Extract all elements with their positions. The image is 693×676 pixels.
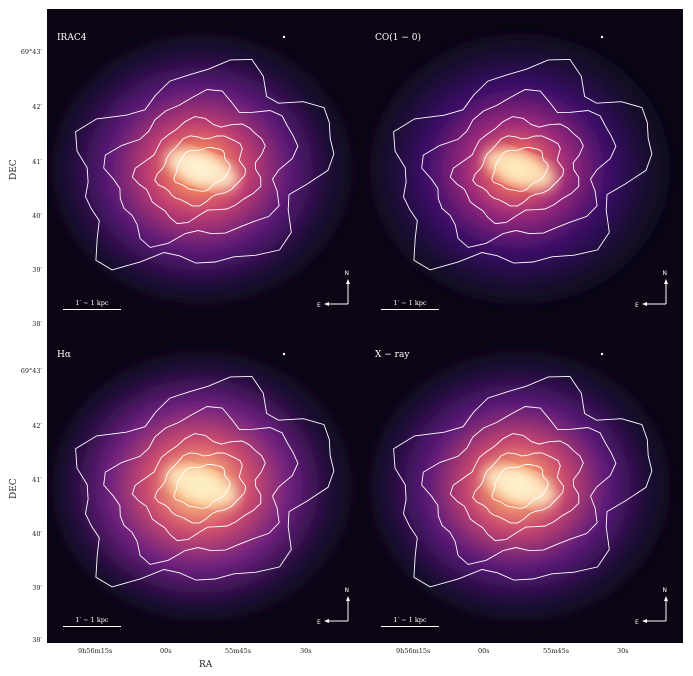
scale-bar: 1′ ∼ 1 kpc <box>381 616 439 627</box>
panel-irac4: IRAC4 1′ ∼ 1 kpc N E <box>47 9 365 326</box>
ytick-label: 69°43′ <box>20 48 42 56</box>
scale-bar: 1′ ∼ 1 kpc <box>63 616 121 627</box>
ytick-label: 41′ <box>32 476 42 484</box>
scale-bar-line <box>63 309 121 310</box>
ytick-label: 41′ <box>32 158 42 166</box>
north-label: N <box>344 587 350 594</box>
image-irac4 <box>47 9 365 326</box>
scale-bar-label: 1′ ∼ 1 kpc <box>75 616 109 624</box>
ytick-label: 38′ <box>32 320 42 328</box>
compass-arrows-icon <box>642 279 668 306</box>
scale-bar-line <box>381 626 439 627</box>
ytick-label: 69°43′ <box>20 367 42 375</box>
ytick-label: 40′ <box>32 212 42 220</box>
compass-arrows-icon <box>324 279 350 306</box>
scale-bar-label: 1′ ∼ 1 kpc <box>393 616 427 624</box>
ytick-label: 38′ <box>32 636 42 644</box>
xtick-label: 55m45s <box>225 647 252 655</box>
xtick-label: 55m45s <box>543 647 570 655</box>
panel-xray: X − ray 1′ ∼ 1 kpc N E <box>365 326 683 643</box>
north-label: N <box>662 587 668 594</box>
ytick-label: 42′ <box>32 103 42 111</box>
compass-icon: N E <box>317 587 351 631</box>
image-halpha <box>47 326 365 643</box>
ytick-label: 42′ <box>32 422 42 430</box>
xtick-label: 30s <box>617 647 629 655</box>
xtick-label: 00s <box>478 647 490 655</box>
panel-label: Hα <box>57 350 71 360</box>
east-label: E <box>317 302 321 309</box>
compass-icon: N E <box>635 587 669 631</box>
image-xray <box>365 326 683 643</box>
east-label: E <box>635 302 639 309</box>
compass-icon: N E <box>317 270 351 314</box>
y-axis-title: DEC <box>9 159 19 180</box>
panel-halpha: Hα 1′ ∼ 1 kpc N E <box>47 326 365 643</box>
xtick-label: 9h56m15s <box>78 647 113 655</box>
xtick-label: 00s <box>160 647 172 655</box>
compass-arrows-icon <box>642 596 668 623</box>
ytick-label: 39′ <box>32 584 42 592</box>
panel-label: CO(1 − 0) <box>375 33 422 43</box>
scale-bar-label: 1′ ∼ 1 kpc <box>75 299 109 307</box>
image-co <box>365 9 683 326</box>
panel-label: IRAC4 <box>57 33 87 43</box>
north-label: N <box>344 270 350 277</box>
scale-bar-line <box>63 626 121 627</box>
east-label: E <box>317 619 321 626</box>
y-axis-title: DEC <box>9 478 19 499</box>
compass-arrows-icon <box>324 596 350 623</box>
xtick-label: 30s <box>300 647 312 655</box>
scale-bar-line <box>381 309 439 310</box>
north-label: N <box>662 270 668 277</box>
east-label: E <box>635 619 639 626</box>
panel-label: X − ray <box>375 350 410 360</box>
scale-bar: 1′ ∼ 1 kpc <box>381 299 439 310</box>
ytick-label: 40′ <box>32 530 42 538</box>
x-axis-title: RA <box>199 660 213 670</box>
ytick-label: 39′ <box>32 266 42 274</box>
scale-bar: 1′ ∼ 1 kpc <box>63 299 121 310</box>
panel-co: CO(1 − 0) 1′ ∼ 1 kpc N E <box>365 9 683 326</box>
xtick-label: 9h56m15s <box>396 647 431 655</box>
compass-icon: N E <box>635 270 669 314</box>
scale-bar-label: 1′ ∼ 1 kpc <box>393 299 427 307</box>
